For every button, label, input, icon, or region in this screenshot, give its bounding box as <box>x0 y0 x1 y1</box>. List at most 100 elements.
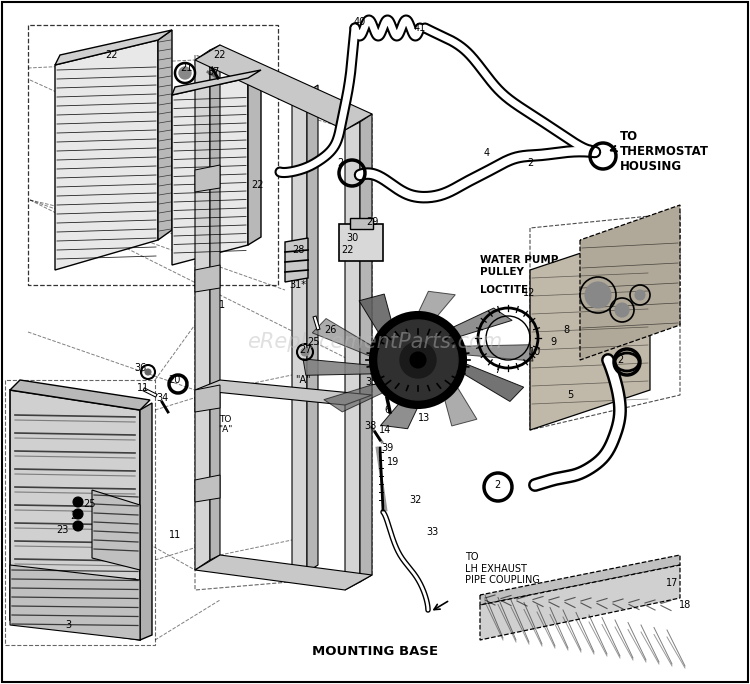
Text: 37: 37 <box>207 67 219 77</box>
Polygon shape <box>360 114 372 582</box>
Polygon shape <box>195 45 372 130</box>
Polygon shape <box>248 70 261 245</box>
Circle shape <box>179 67 191 79</box>
Text: 2: 2 <box>526 158 533 168</box>
Text: 13: 13 <box>418 413 430 423</box>
Text: 30: 30 <box>346 233 358 243</box>
Text: 1: 1 <box>219 300 225 310</box>
Text: 2: 2 <box>337 158 343 168</box>
Circle shape <box>73 497 83 507</box>
Polygon shape <box>381 382 430 429</box>
Text: 20: 20 <box>168 375 180 385</box>
Text: 31*: 31* <box>290 280 307 290</box>
Text: LOCTITE: LOCTITE <box>480 285 528 295</box>
Polygon shape <box>195 50 210 570</box>
Polygon shape <box>406 291 455 339</box>
Text: 7: 7 <box>494 365 500 375</box>
Text: TO
"A": TO "A" <box>217 415 232 434</box>
Text: 17: 17 <box>666 578 678 588</box>
FancyBboxPatch shape <box>339 224 383 261</box>
Polygon shape <box>172 70 261 95</box>
Text: 24: 24 <box>70 511 82 521</box>
Text: 22: 22 <box>342 245 354 255</box>
Polygon shape <box>195 385 220 412</box>
Text: MOUNTING BASE: MOUNTING BASE <box>312 645 438 658</box>
Polygon shape <box>195 380 372 405</box>
Text: 11: 11 <box>136 383 149 393</box>
Polygon shape <box>92 490 140 570</box>
Polygon shape <box>448 345 533 361</box>
Text: 11: 11 <box>169 530 182 540</box>
Polygon shape <box>195 165 220 192</box>
Polygon shape <box>172 78 248 265</box>
Text: 36: 36 <box>134 363 146 373</box>
Text: 18: 18 <box>679 600 692 610</box>
Circle shape <box>615 303 629 317</box>
Polygon shape <box>359 294 397 347</box>
Circle shape <box>635 290 645 300</box>
Text: eReplacementParts.com: eReplacementParts.com <box>248 332 502 352</box>
Polygon shape <box>439 373 477 426</box>
Polygon shape <box>530 230 650 430</box>
FancyBboxPatch shape <box>350 218 373 228</box>
Text: 5: 5 <box>567 390 573 400</box>
Polygon shape <box>55 40 158 270</box>
Text: 25: 25 <box>84 499 96 509</box>
Text: 3: 3 <box>65 620 71 630</box>
Text: 9: 9 <box>550 337 556 347</box>
Text: 23: 23 <box>56 525 68 535</box>
Circle shape <box>301 348 309 356</box>
Polygon shape <box>158 30 172 240</box>
Polygon shape <box>480 555 680 605</box>
Polygon shape <box>345 122 360 590</box>
Circle shape <box>585 282 611 308</box>
Text: TO
LH EXHAUST
PIPE COUPLING: TO LH EXHAUST PIPE COUPLING <box>465 552 540 586</box>
Text: 22: 22 <box>252 180 264 190</box>
Text: 22: 22 <box>106 50 118 60</box>
Text: 6: 6 <box>384 405 390 415</box>
Text: 34: 34 <box>156 393 168 403</box>
Text: 40: 40 <box>354 17 366 27</box>
Polygon shape <box>195 555 372 590</box>
Polygon shape <box>55 30 172 65</box>
Text: 12: 12 <box>523 288 536 298</box>
Text: 27: 27 <box>298 345 311 355</box>
Text: 39: 39 <box>381 443 393 453</box>
Text: 8: 8 <box>563 325 569 335</box>
Polygon shape <box>10 565 140 640</box>
Text: 26: 26 <box>324 325 336 335</box>
Polygon shape <box>195 475 220 502</box>
Circle shape <box>145 369 151 375</box>
Text: TO
THERMOSTAT
HOUSING: TO THERMOSTAT HOUSING <box>620 130 709 173</box>
Polygon shape <box>303 359 388 376</box>
Text: 33: 33 <box>426 527 438 537</box>
Text: 19: 19 <box>387 457 399 467</box>
Text: 32: 32 <box>409 495 422 505</box>
Text: 4: 4 <box>484 148 490 158</box>
Text: 29: 29 <box>366 217 378 227</box>
Text: 21: 21 <box>180 63 192 73</box>
Polygon shape <box>10 390 140 640</box>
Polygon shape <box>324 378 406 412</box>
Polygon shape <box>307 85 318 572</box>
Text: 14: 14 <box>379 425 392 435</box>
Text: 10: 10 <box>529 347 542 357</box>
Text: 28: 28 <box>292 245 304 255</box>
Circle shape <box>378 320 458 400</box>
Polygon shape <box>285 238 308 282</box>
Text: 25: 25 <box>307 337 320 347</box>
Text: WATER PUMP
PULLEY: WATER PUMP PULLEY <box>480 255 558 276</box>
Polygon shape <box>210 45 220 560</box>
Polygon shape <box>480 565 680 640</box>
Text: 22: 22 <box>214 50 226 60</box>
Polygon shape <box>312 319 382 360</box>
Text: 2: 2 <box>494 480 500 490</box>
Polygon shape <box>195 265 220 292</box>
Circle shape <box>73 509 83 519</box>
Circle shape <box>73 521 83 531</box>
Text: 2: 2 <box>616 355 623 365</box>
Text: 35: 35 <box>366 377 378 387</box>
Circle shape <box>400 342 436 378</box>
Polygon shape <box>10 380 150 410</box>
Polygon shape <box>454 360 524 402</box>
